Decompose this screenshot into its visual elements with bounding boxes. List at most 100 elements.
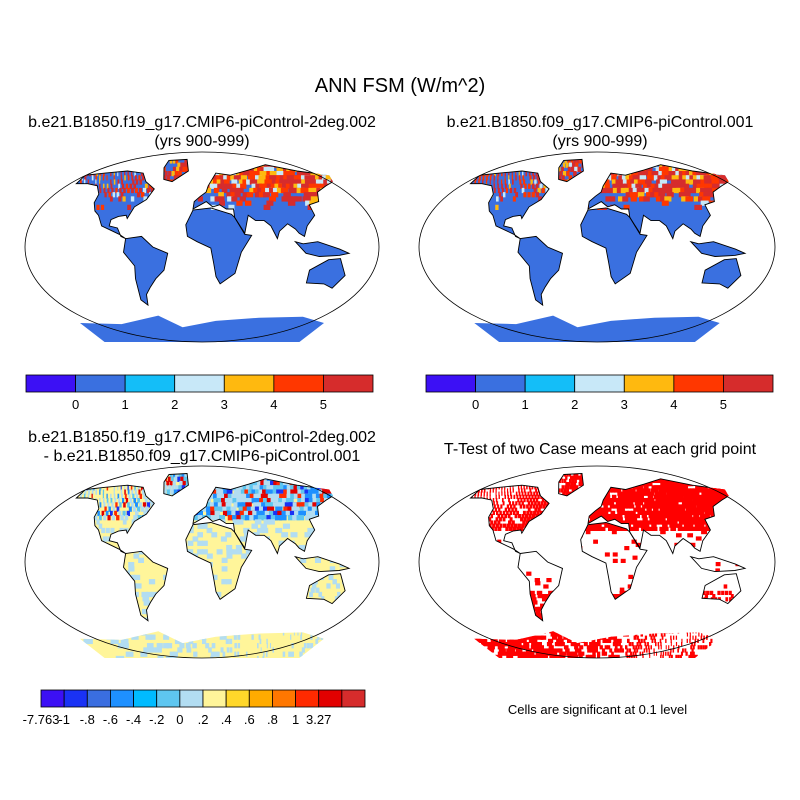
colorbar-swatch xyxy=(223,374,275,393)
colorbar-swatch xyxy=(174,374,225,393)
coastline-indonesia xyxy=(689,240,747,257)
colorbar-swatch xyxy=(63,689,88,708)
colorbar-swatch xyxy=(25,374,76,393)
panel4-title-line1: T-Test of two Case means at each grid po… xyxy=(443,441,757,458)
panel4-title: T-Test of two Case means at each grid po… xyxy=(400,440,800,459)
colorbar-label: 4 xyxy=(270,397,277,412)
coastline-greenland xyxy=(163,158,189,183)
colorbar-swatch xyxy=(225,689,250,708)
panel3-title-line1: b.e21.B1850.f19_g17.CMIP6-piControl-2deg… xyxy=(28,429,376,446)
colorbar-swatch xyxy=(248,689,273,708)
coastline-greenland xyxy=(558,158,584,183)
colorbar-label: 3.27 xyxy=(306,712,331,727)
coastline-greenland xyxy=(163,473,189,497)
coastline-eurasia xyxy=(587,478,730,555)
map-boundary xyxy=(418,151,776,343)
colorbar-swatch xyxy=(133,689,158,708)
coastline-australia xyxy=(305,573,346,605)
coastline-africa xyxy=(185,207,253,285)
colorbar-swatch xyxy=(40,689,65,708)
colorbar-label: 2 xyxy=(171,397,178,412)
colorbar-label: 0 xyxy=(72,397,79,412)
map-boundary xyxy=(24,151,380,343)
colorbar-swatch xyxy=(179,689,204,708)
land-field xyxy=(470,159,745,342)
colorbar-label: 1 xyxy=(292,712,299,727)
panel3-title: b.e21.B1850.f19_g17.CMIP6-piControl-2deg… xyxy=(2,428,402,466)
colorbar-swatch xyxy=(75,374,126,393)
colorbar-swatch xyxy=(574,374,625,393)
colorbar-label: -.6 xyxy=(103,712,118,727)
colorbar-label: 2 xyxy=(571,397,578,412)
map-diff xyxy=(24,465,380,659)
colorbar-label: 0 xyxy=(176,712,183,727)
coastline-africa xyxy=(580,522,648,600)
colorbar-label: 3 xyxy=(221,397,228,412)
colorbar-label: -.4 xyxy=(126,712,141,727)
coastline-greenland xyxy=(558,473,584,497)
land-field xyxy=(76,159,350,342)
land-field xyxy=(76,473,350,658)
colorbar-swatch xyxy=(425,374,476,393)
panel2-title-line2: (yrs 900-999) xyxy=(552,133,648,150)
colorbar-label: 0 xyxy=(472,397,479,412)
panel1-title-line2: (yrs 900-999) xyxy=(154,133,250,150)
colorbar-swatch xyxy=(295,689,320,708)
colorbar-swatch xyxy=(723,374,774,393)
colorbar-label: -.8 xyxy=(80,712,95,727)
coastline-indonesia xyxy=(689,555,747,573)
panel2-title: b.e21.B1850.f09_g17.CMIP6-piControl.001 (… xyxy=(400,113,800,151)
colorbar-swatch xyxy=(202,689,227,708)
colorbar-swatch xyxy=(673,374,724,393)
panel1-title: b.e21.B1850.f19_g17.CMIP6-piControl-2deg… xyxy=(2,113,402,151)
map-case1 xyxy=(24,151,380,343)
colorbar-case2: 0 1 2 3 4 5 xyxy=(425,374,774,412)
colorbar-label: 4 xyxy=(670,397,677,412)
figure-title: ANN FSM (W/m^2) xyxy=(314,75,486,97)
colorbar-label: 5 xyxy=(320,397,327,412)
coastline-eurasia xyxy=(192,164,334,240)
colorbar-label: -.2 xyxy=(149,712,164,727)
colorbar-swatch xyxy=(86,689,111,708)
colorbar-swatch xyxy=(124,374,176,393)
colorbar-swatch xyxy=(623,374,675,393)
coastline-australia xyxy=(701,573,742,605)
colorbar-swatch xyxy=(110,689,134,708)
colorbar-label: 3 xyxy=(621,397,628,412)
colorbar-swatch xyxy=(341,689,366,708)
coastline-eurasia xyxy=(587,164,730,240)
colorbar-swatch xyxy=(524,374,576,393)
colorbar-swatch xyxy=(273,374,324,393)
colorbar-label: 5 xyxy=(720,397,727,412)
colorbar-swatch xyxy=(272,689,296,708)
colorbar-label: 1 xyxy=(522,397,529,412)
colorbar-label: .6 xyxy=(244,712,255,727)
colorbar-label: -7.763 xyxy=(23,712,60,727)
colorbar-case1: 0 1 2 3 4 5 xyxy=(25,374,374,412)
coastline-samerica xyxy=(517,235,564,307)
map-boundary xyxy=(24,465,380,659)
coastline-namerica xyxy=(75,484,155,554)
panel1-title-line1: b.e21.B1850.f19_g17.CMIP6-piControl-2deg… xyxy=(28,114,376,131)
colorbar-label: .2 xyxy=(198,712,209,727)
coastline-africa xyxy=(580,207,648,285)
colorbar-swatch xyxy=(318,689,343,708)
map-ttest xyxy=(418,465,776,659)
coastline-africa xyxy=(185,522,253,600)
coastline-indonesia xyxy=(293,555,351,573)
colorbar-swatch xyxy=(156,689,181,708)
coastline-namerica xyxy=(75,170,155,240)
map-boundary xyxy=(418,465,776,659)
coastline-eurasia xyxy=(192,478,334,555)
coastline-namerica xyxy=(469,484,550,554)
colorbar-label: 1 xyxy=(122,397,129,412)
map-case2 xyxy=(418,151,776,343)
colorbar-label: .4 xyxy=(221,712,232,727)
panel3-title-line2: - b.e21.B1850.f09_g17.CMIP6-piControl.00… xyxy=(43,448,361,465)
significance-note: Cells are significant at 0.1 level xyxy=(507,702,688,717)
coastline-australia xyxy=(305,258,346,289)
coastline-australia xyxy=(701,258,742,289)
coastline-indonesia xyxy=(293,240,351,257)
colorbar-swatch xyxy=(323,374,374,393)
